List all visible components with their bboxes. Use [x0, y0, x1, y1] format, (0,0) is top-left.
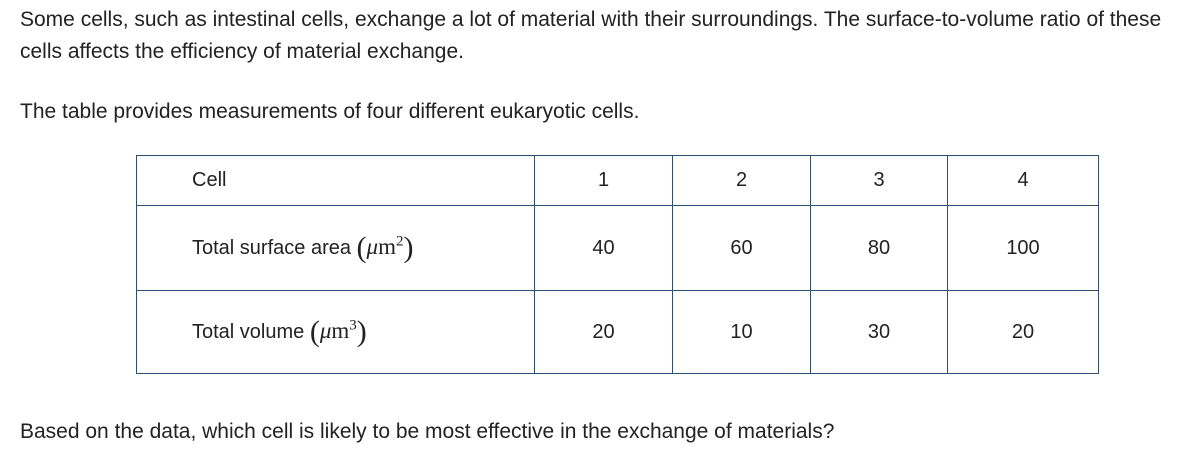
- table-cell: 80: [810, 205, 948, 291]
- table-header-row: Cell 1 2 3 4: [136, 155, 1099, 206]
- table-intro: The table provides measurements of four …: [20, 100, 640, 123]
- question-text: Based on the data, which cell is likely …: [20, 420, 835, 443]
- table-cell: 60: [672, 205, 811, 291]
- header-cell: 3: [810, 155, 948, 206]
- table-row: Total surface area (μm2) 40 60 80 100: [136, 205, 1099, 291]
- row-label: Total surface area: [192, 237, 351, 259]
- table-cell: 20: [947, 290, 1099, 374]
- table-cell: 40: [534, 205, 673, 291]
- header-cell: 4: [947, 155, 1099, 206]
- row-label: Total volume: [192, 321, 305, 343]
- header-cell: 2: [672, 155, 811, 206]
- table-row: Total volume (μm3) 20 10 30 20: [136, 290, 1099, 374]
- header-cell: 1: [534, 155, 673, 206]
- table-cell: 20: [534, 290, 673, 374]
- table-cell: 30: [810, 290, 948, 374]
- cell-measurements-table: Cell 1 2 3 4 Total surface area (μm2) 40…: [136, 155, 1099, 374]
- intro-text: Some cells, such as intestinal cells, ex…: [20, 8, 1162, 63]
- header-cell-label: Cell: [136, 155, 535, 206]
- table-cell: 100: [947, 205, 1099, 291]
- table-cell: 10: [672, 290, 811, 374]
